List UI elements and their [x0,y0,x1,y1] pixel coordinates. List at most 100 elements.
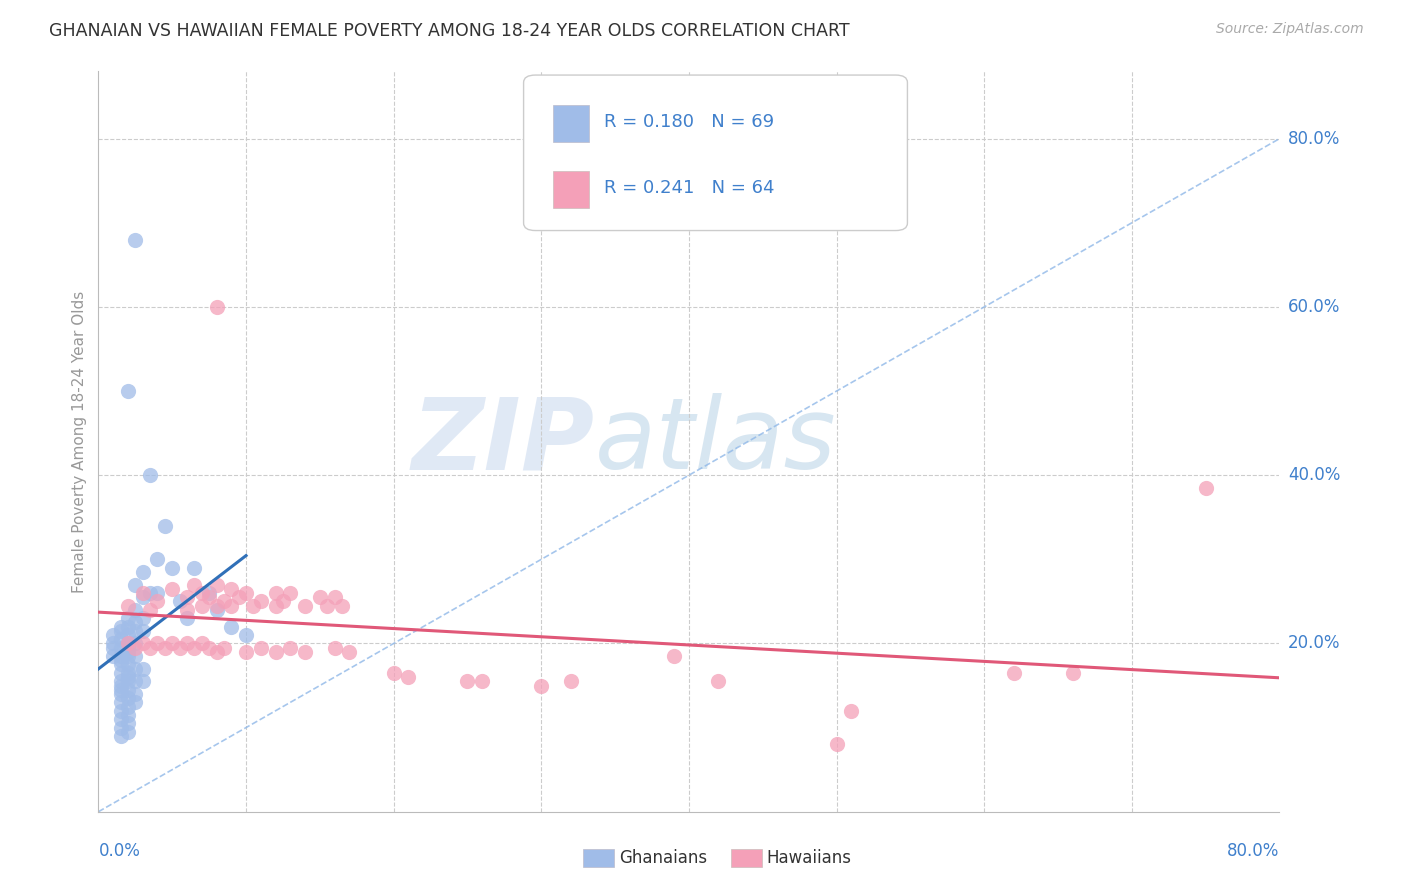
Point [139,586,162,600]
Point [825,738,848,752]
Point [264,645,287,659]
Point [198,586,221,600]
Point [124,662,146,676]
Point [235,586,257,600]
Point [235,645,257,659]
Text: 60.0%: 60.0% [1288,298,1340,316]
Text: ZIP: ZIP [412,393,595,490]
Point [250,594,273,608]
Point [124,640,146,655]
Point [132,636,155,650]
Point [264,586,287,600]
Text: Ghanaians: Ghanaians [619,849,707,867]
Point [323,640,346,655]
Point [330,599,353,613]
Point [153,518,176,533]
Point [117,640,139,655]
Point [132,624,155,638]
Point [1195,481,1218,495]
Y-axis label: Female Poverty Among 18-24 Year Olds: Female Poverty Among 18-24 Year Olds [72,291,87,592]
Point [132,586,155,600]
Point [169,594,191,608]
Point [124,649,146,664]
Point [398,670,420,684]
Point [110,721,132,735]
Point [117,611,139,625]
Point [110,687,132,701]
Point [117,699,139,714]
Point [124,233,146,247]
Point [103,636,125,650]
Point [169,640,191,655]
Point [221,619,243,633]
Point [205,300,228,314]
Point [198,640,221,655]
FancyBboxPatch shape [553,171,589,209]
Point [117,670,139,684]
Point [205,603,228,617]
Point [235,628,257,642]
Point [664,649,686,664]
Point [124,577,146,591]
Point [221,582,243,596]
Point [176,636,198,650]
Point [117,649,139,664]
Point [242,599,264,613]
Point [212,640,235,655]
Point [124,674,146,689]
Point [198,590,221,604]
Point [471,674,494,689]
Text: GHANAIAN VS HAWAIIAN FEMALE POVERTY AMONG 18-24 YEAR OLDS CORRELATION CHART: GHANAIAN VS HAWAIIAN FEMALE POVERTY AMON… [49,22,849,40]
Point [280,640,302,655]
Point [117,708,139,723]
Point [117,657,139,672]
Point [117,599,139,613]
Text: 40.0%: 40.0% [1288,467,1340,484]
Point [110,704,132,718]
Point [110,657,132,672]
Point [176,590,198,604]
Point [117,636,139,650]
Point [191,599,214,613]
Point [176,611,198,625]
Point [110,632,132,647]
Point [191,636,214,650]
Point [271,594,294,608]
Text: R = 0.180   N = 69: R = 0.180 N = 69 [605,112,775,131]
Point [124,636,146,650]
Point [294,599,316,613]
Point [117,665,139,680]
Point [110,682,132,697]
Point [117,691,139,706]
Point [146,586,169,600]
Point [110,624,132,638]
Point [176,603,198,617]
Point [162,636,183,650]
Point [530,679,553,693]
Point [264,599,287,613]
Point [117,724,139,739]
Point [110,649,132,664]
Point [132,611,155,625]
Point [117,674,139,689]
Point [146,636,169,650]
Point [250,640,273,655]
Point [110,679,132,693]
Point [212,594,235,608]
Text: Source: ZipAtlas.com: Source: ZipAtlas.com [1216,22,1364,37]
Point [228,590,250,604]
Point [132,590,155,604]
Point [139,640,162,655]
Point [146,552,169,566]
Point [124,615,146,630]
Point [162,582,183,596]
Point [110,653,132,667]
Point [117,636,139,650]
Point [707,674,730,689]
Point [221,599,243,613]
Point [294,645,316,659]
Point [103,628,125,642]
Point [1002,665,1025,680]
Text: 20.0%: 20.0% [1288,634,1340,652]
Point [132,662,155,676]
